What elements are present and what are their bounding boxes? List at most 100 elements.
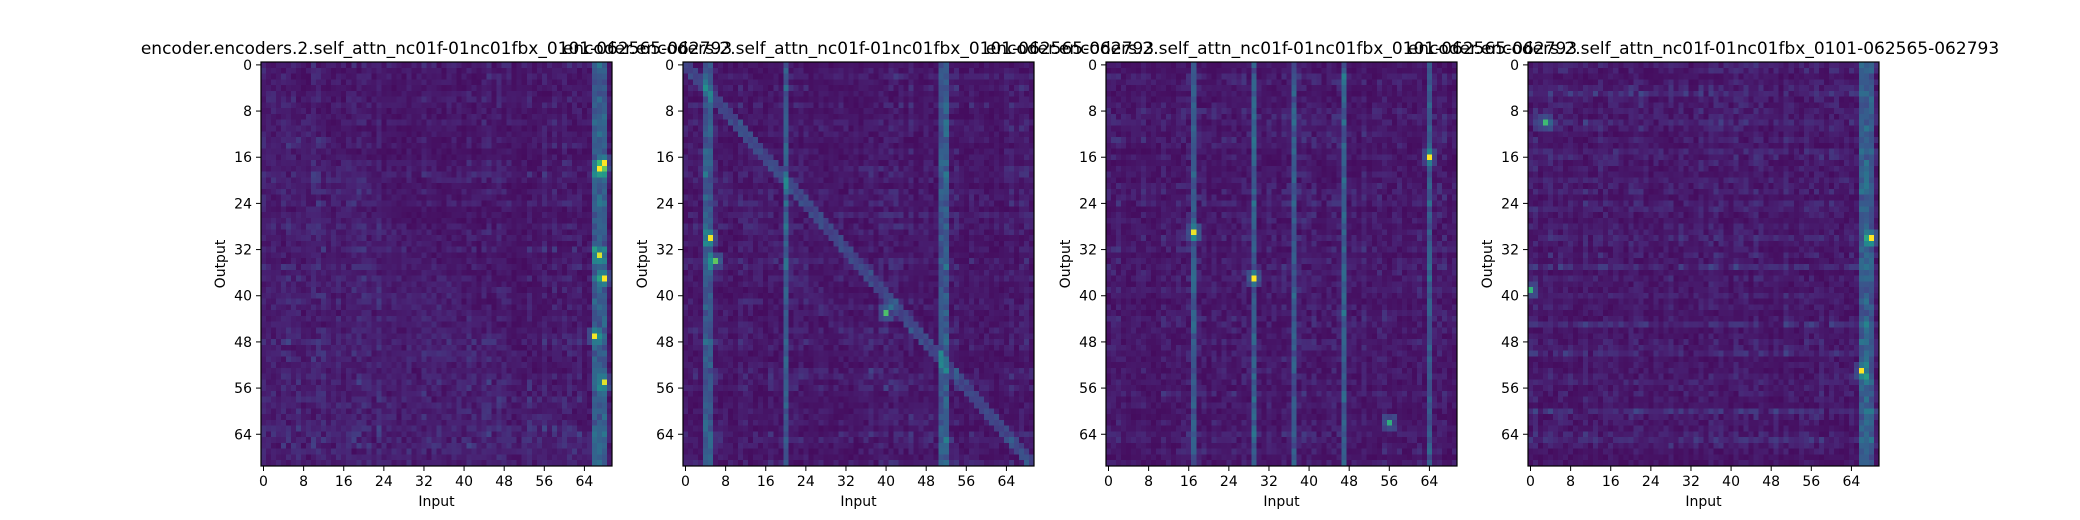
heatmap-cell bbox=[456, 240, 462, 248]
heatmap-cell bbox=[556, 385, 563, 392]
heatmap-cell bbox=[486, 298, 493, 305]
heatmap-cell bbox=[396, 362, 402, 369]
heatmap-cell bbox=[371, 148, 377, 155]
heatmap-cell bbox=[581, 258, 588, 265]
heatmap-cell bbox=[326, 298, 332, 305]
heatmap-cell bbox=[431, 252, 437, 259]
heatmap-cell bbox=[476, 396, 483, 403]
heatmap-cell bbox=[546, 315, 553, 323]
heatmap-cell bbox=[261, 339, 267, 346]
heatmap-cell bbox=[371, 362, 377, 369]
heatmap-cell bbox=[446, 321, 452, 328]
heatmap-cell bbox=[521, 327, 528, 334]
heatmap-cell bbox=[336, 362, 342, 369]
heatmap-cell bbox=[491, 264, 498, 271]
heatmap-cell bbox=[446, 431, 452, 438]
heatmap-cell bbox=[371, 90, 377, 98]
heatmap-cell bbox=[541, 448, 548, 455]
heatmap-cell bbox=[461, 414, 467, 421]
heatmap-cell bbox=[371, 137, 377, 144]
heatmap-cell bbox=[586, 379, 593, 386]
heatmap-cell bbox=[451, 298, 457, 305]
heatmap-cell bbox=[281, 327, 287, 334]
heatmap-cell bbox=[491, 408, 498, 415]
heatmap-cell bbox=[396, 333, 402, 340]
heatmap-cell bbox=[386, 350, 392, 357]
heatmap-cell bbox=[356, 344, 362, 351]
heatmap-cell bbox=[316, 223, 322, 230]
heatmap-cell bbox=[416, 264, 422, 271]
heatmap-cell bbox=[441, 177, 447, 184]
heatmap-cell bbox=[536, 431, 543, 438]
heatmap-cell bbox=[491, 148, 498, 155]
heatmap-cell bbox=[436, 460, 442, 467]
heatmap-cell bbox=[336, 310, 342, 317]
heatmap-cell bbox=[561, 171, 568, 178]
heatmap-cell bbox=[421, 200, 427, 207]
heatmap-cell bbox=[346, 85, 352, 92]
heatmap-cell bbox=[316, 264, 322, 271]
heatmap-cell bbox=[441, 137, 447, 144]
heatmap-cell bbox=[536, 390, 543, 398]
heatmap-cell bbox=[451, 73, 457, 80]
heatmap-cell bbox=[291, 206, 297, 213]
heatmap-cell bbox=[526, 321, 533, 328]
heatmap-cell bbox=[461, 275, 467, 282]
heatmap-cell bbox=[541, 356, 548, 363]
heatmap-cell bbox=[276, 183, 282, 190]
heatmap-cell bbox=[326, 385, 332, 392]
heatmap-cell bbox=[371, 67, 377, 74]
heatmap-cell bbox=[556, 350, 563, 357]
heatmap-cell bbox=[606, 431, 613, 438]
heatmap-cell bbox=[526, 171, 533, 178]
heatmap-cell bbox=[271, 165, 277, 173]
heatmap-cell bbox=[406, 240, 412, 248]
heatmap-cell bbox=[401, 137, 407, 144]
heatmap-cell bbox=[426, 148, 432, 155]
heatmap-cell bbox=[451, 108, 457, 115]
heatmap-cell bbox=[546, 258, 553, 265]
heatmap-cell bbox=[581, 212, 588, 219]
heatmap-cell bbox=[551, 96, 558, 103]
heatmap-cell bbox=[556, 217, 563, 224]
heatmap-cell bbox=[316, 67, 322, 74]
heatmap-cell bbox=[586, 96, 593, 103]
heatmap-cell bbox=[496, 292, 503, 300]
heatmap-cell bbox=[591, 298, 598, 305]
heatmap-cell bbox=[506, 194, 513, 201]
heatmap-cell bbox=[561, 373, 568, 380]
heatmap-cell bbox=[451, 292, 457, 300]
heatmap-cell bbox=[376, 414, 382, 421]
heatmap-cell bbox=[341, 240, 347, 248]
heatmap-cell bbox=[596, 333, 603, 340]
heatmap-cell bbox=[331, 442, 337, 450]
heatmap-cell bbox=[818, 62, 824, 69]
heatmap-cell bbox=[261, 414, 267, 421]
heatmap-cell bbox=[451, 264, 457, 271]
heatmap-cell bbox=[481, 177, 488, 184]
heatmap-cell bbox=[476, 96, 483, 103]
heatmap-cell bbox=[576, 292, 583, 300]
heatmap-cell bbox=[431, 275, 437, 282]
heatmap-cell bbox=[556, 269, 563, 276]
heatmap-cell bbox=[551, 310, 558, 317]
heatmap-cell bbox=[261, 108, 267, 115]
heatmap-cell bbox=[281, 177, 287, 184]
heatmap-cell bbox=[476, 148, 483, 155]
heatmap-cells bbox=[261, 62, 613, 467]
heatmap-cell bbox=[386, 292, 392, 300]
heatmap-cell bbox=[491, 460, 498, 467]
heatmap-cell bbox=[531, 292, 538, 300]
heatmap-cell bbox=[306, 264, 312, 271]
heatmap-cell bbox=[461, 142, 467, 149]
heatmap-cell bbox=[341, 437, 347, 444]
heatmap-cell bbox=[601, 414, 608, 421]
heatmap-cell bbox=[571, 414, 578, 421]
heatmap-cell bbox=[446, 119, 452, 126]
heatmap-cell bbox=[421, 362, 427, 369]
heatmap-cell bbox=[416, 367, 422, 375]
heatmap-cell bbox=[491, 125, 498, 132]
heatmap-cell bbox=[306, 108, 312, 115]
heatmap-cell bbox=[316, 339, 322, 346]
heatmap-cell bbox=[531, 160, 538, 167]
